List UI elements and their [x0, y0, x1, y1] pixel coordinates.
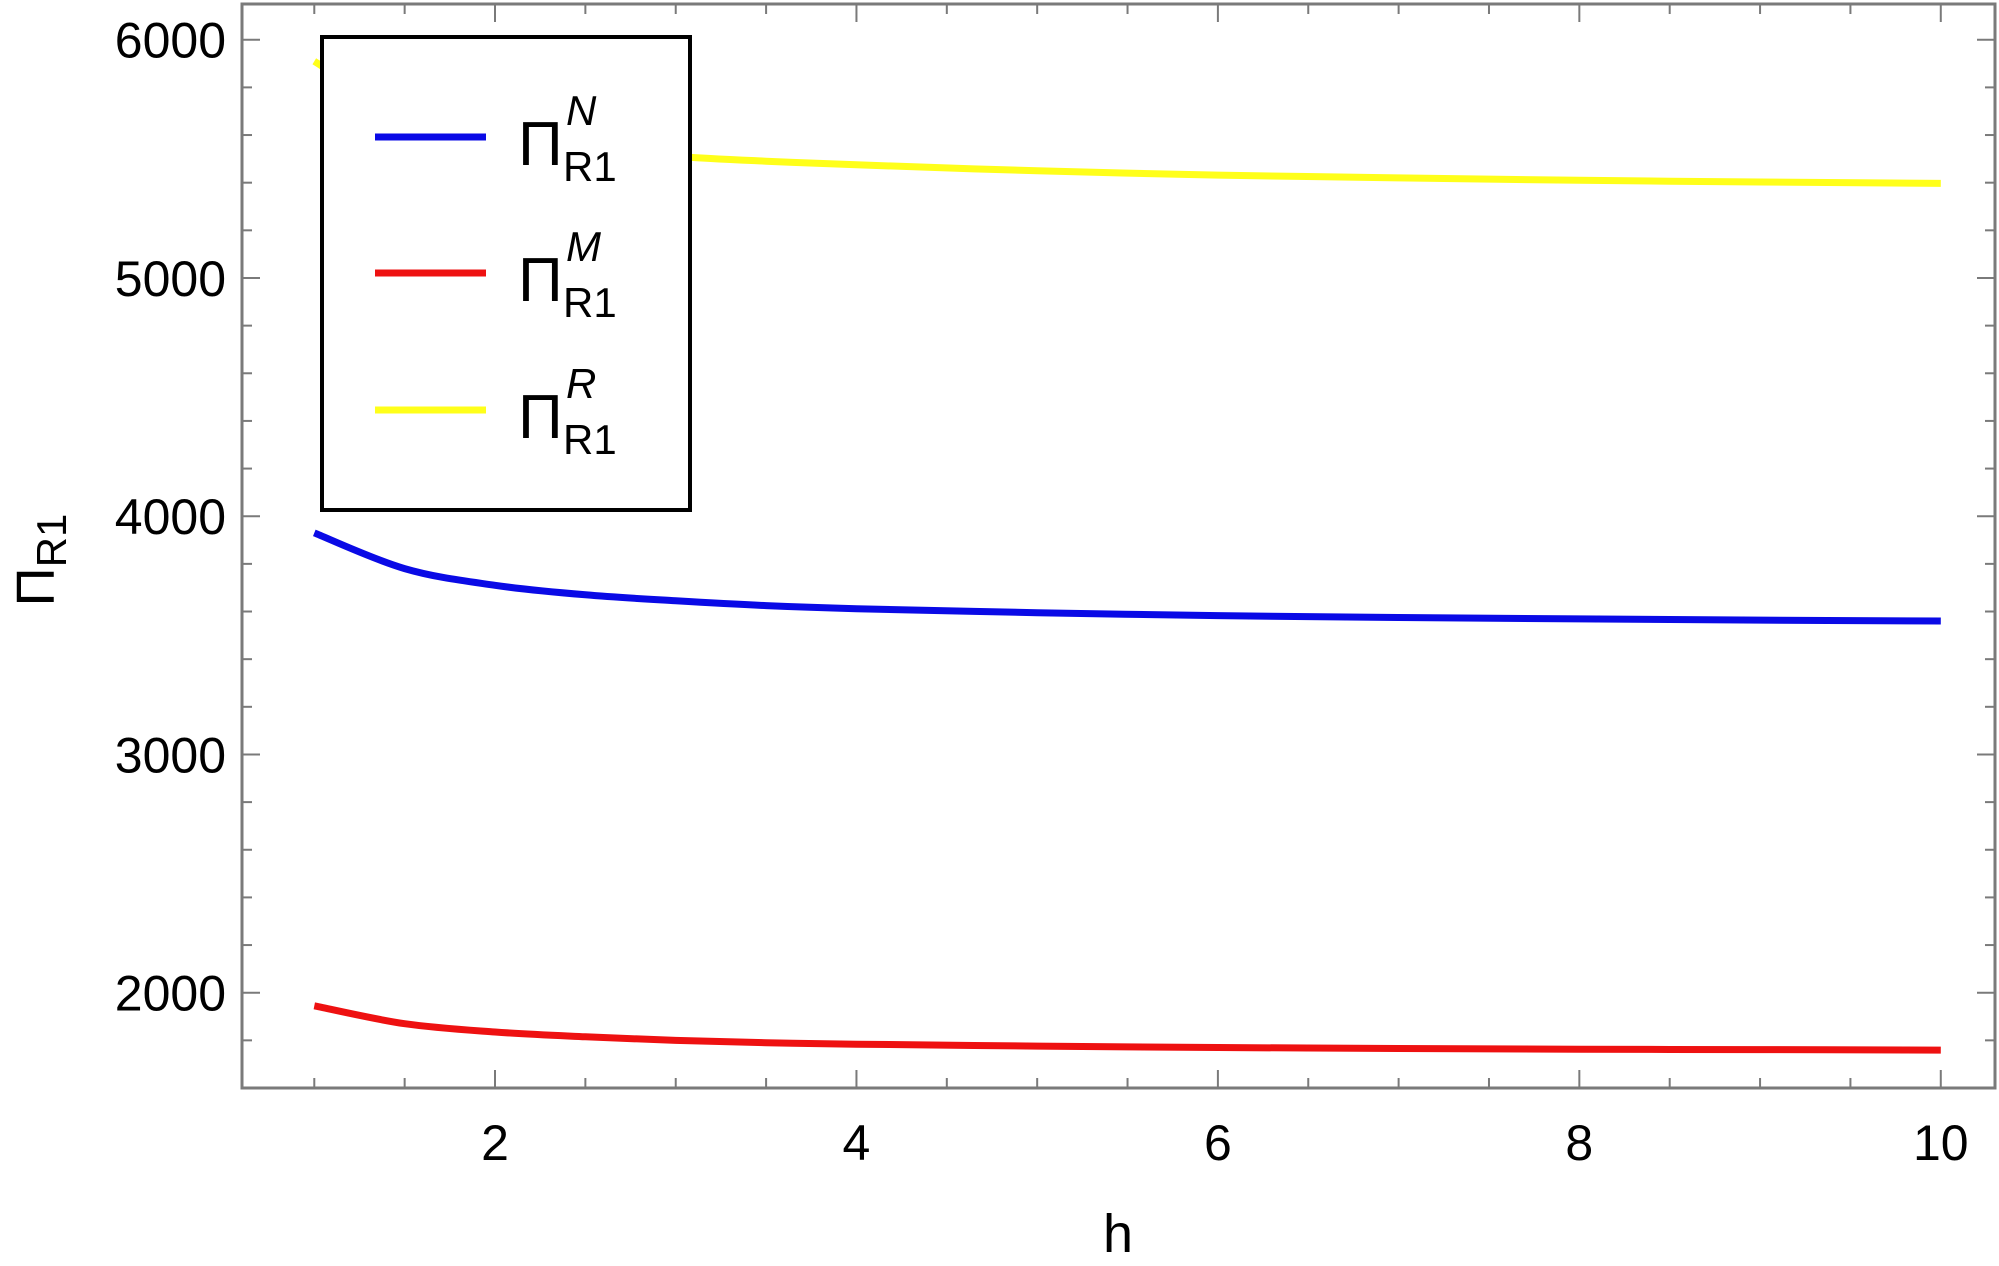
y-tick-labels: 2000 3000 4000 5000 6000 — [115, 13, 226, 1022]
y-axis-title: ΠR1 — [6, 514, 75, 607]
y-tick-label: 5000 — [115, 251, 226, 307]
svg-text:ΠR1: ΠR1 — [6, 514, 75, 607]
x-tick-label: 10 — [1913, 1115, 1969, 1171]
axis-ticks — [242, 4, 1995, 1088]
legend-label-base: Π — [518, 110, 563, 179]
series-line-N — [312, 529, 1941, 625]
x-tick-labels: 2 4 6 8 10 — [481, 1115, 1968, 1171]
legend-item-N: Π N R1 — [375, 87, 617, 190]
legend-label-sup: M — [566, 223, 601, 270]
x-axis-title: h — [1103, 1204, 1133, 1264]
legend-item-M: Π M R1 — [375, 223, 617, 326]
y-tick-label: 4000 — [115, 489, 226, 545]
legend-label-sup: R — [566, 360, 596, 407]
legend-label-sub: R1 — [563, 416, 617, 463]
legend-item-R: Π R R1 — [375, 360, 617, 463]
plot-frame — [240, 2, 1997, 1090]
legend-label-sup: N — [566, 87, 597, 134]
legend-label-base: Π — [518, 246, 563, 315]
x-tick-label: 4 — [843, 1115, 871, 1171]
y-axis-title-sub: R1 — [28, 514, 75, 568]
y-tick-label: 2000 — [115, 966, 226, 1022]
y-tick-label: 6000 — [115, 13, 226, 69]
x-tick-label: 2 — [481, 1115, 509, 1171]
series-line-M — [313, 1002, 1941, 1054]
x-tick-label: 8 — [1565, 1115, 1593, 1171]
y-axis-title-base: Π — [6, 567, 66, 606]
legend-label-sub: R1 — [563, 143, 617, 190]
y-tick-label: 3000 — [115, 727, 226, 783]
x-tick-label: 6 — [1204, 1115, 1232, 1171]
legend-label-base: Π — [518, 383, 563, 452]
legend-label-sub: R1 — [563, 279, 617, 326]
